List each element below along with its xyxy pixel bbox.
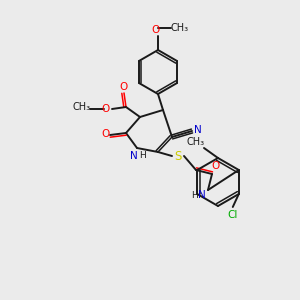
Text: O: O (120, 82, 128, 92)
Text: H: H (139, 152, 145, 160)
Text: O: O (152, 25, 160, 35)
Text: CH₃: CH₃ (187, 137, 205, 147)
Text: Cl: Cl (228, 210, 238, 220)
Text: O: O (102, 104, 110, 114)
Text: H: H (192, 190, 198, 200)
Text: O: O (212, 161, 220, 171)
Text: N: N (198, 190, 206, 200)
Text: N: N (194, 125, 202, 135)
Text: CH₃: CH₃ (171, 23, 189, 33)
Text: CH₃: CH₃ (73, 102, 91, 112)
Text: O: O (101, 129, 109, 139)
Text: S: S (174, 149, 182, 163)
Text: N: N (130, 151, 138, 161)
